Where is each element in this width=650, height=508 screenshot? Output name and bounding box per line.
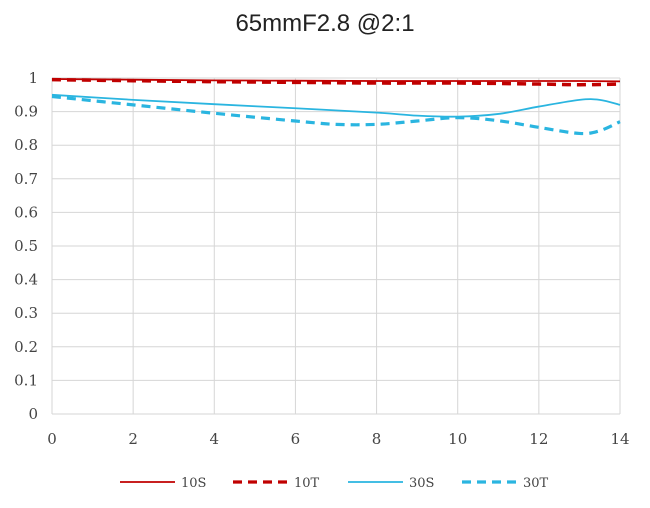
series-line-30s — [51, 93, 621, 118]
x-tick-label: 6 — [291, 430, 301, 448]
y-tick-label: 0.8 — [14, 136, 38, 154]
plot-series — [51, 77, 621, 136]
y-tick-label: 0.4 — [14, 271, 38, 289]
series-line-30t — [51, 94, 621, 136]
y-tick-label: 0.9 — [14, 103, 38, 121]
legend-label-30s: 30S — [409, 476, 434, 491]
y-tick-label: 0.6 — [14, 203, 38, 221]
series-line-10s — [51, 78, 621, 83]
y-tick-label: 0.3 — [14, 304, 38, 322]
y-tick-label: 0 — [28, 405, 38, 423]
y-axis-ticks: 0 0.1 0.2 0.3 0.4 0.5 0.6 0.7 0.8 0.9 1 — [14, 69, 38, 423]
legend-label-10s: 10S — [181, 476, 206, 491]
grid — [51, 77, 621, 415]
x-tick-label: 0 — [47, 430, 57, 448]
x-tick-label: 4 — [210, 430, 220, 448]
legend-label-30t: 30T — [523, 476, 549, 491]
y-tick-label: 0.1 — [14, 371, 38, 389]
series-line-10t — [51, 77, 621, 87]
x-tick-label: 2 — [128, 430, 138, 448]
y-tick-label: 0.5 — [14, 237, 38, 255]
x-tick-label: 14 — [610, 430, 629, 448]
x-tick-label: 12 — [529, 430, 548, 448]
legend-label-10t: 10T — [294, 476, 320, 491]
chart-title: 65mmF2.8 @2:1 — [235, 10, 415, 37]
x-tick-label: 10 — [448, 430, 467, 448]
x-axis-ticks: 0 2 4 6 8 10 12 14 — [47, 430, 629, 448]
y-tick-label: 0.2 — [14, 338, 38, 356]
legend: 10S 10T 30S 30T — [120, 476, 549, 491]
y-tick-label: 1 — [28, 69, 38, 87]
y-tick-label: 0.7 — [14, 170, 38, 188]
x-tick-label: 8 — [372, 430, 382, 448]
